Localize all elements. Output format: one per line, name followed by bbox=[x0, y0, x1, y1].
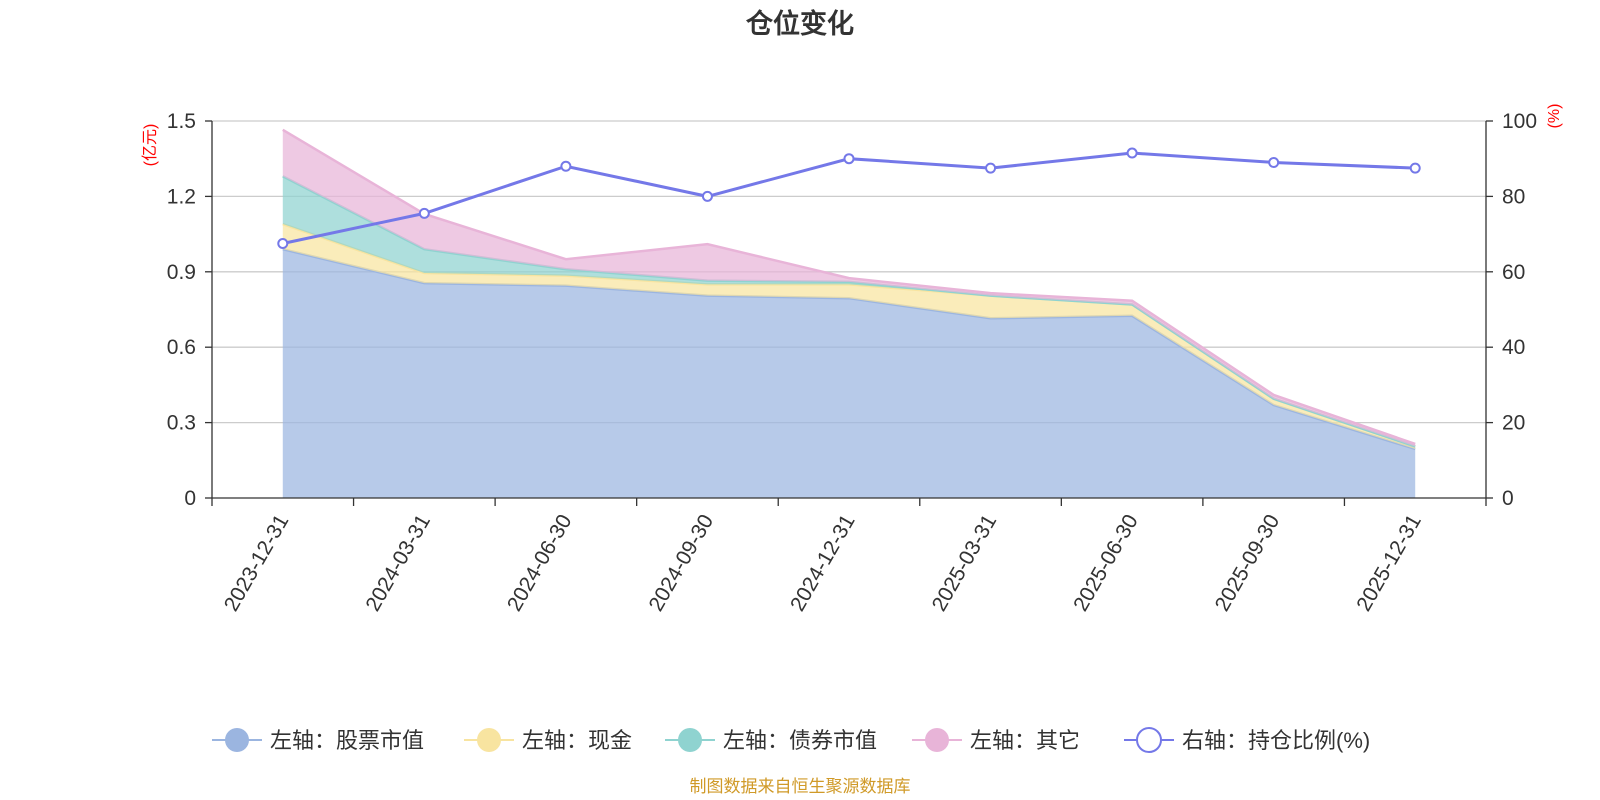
left-tick-label: 0.9 bbox=[167, 261, 196, 284]
legend-item[interactable]: 左轴：现金 bbox=[464, 728, 632, 753]
area-edge-左轴：其它 bbox=[282, 128, 1416, 446]
x-tick-label: 2025-09-30 bbox=[1211, 511, 1285, 616]
area-左轴：股票市值 bbox=[282, 249, 1416, 498]
legend-label: 左轴：股票市值 bbox=[270, 728, 424, 753]
legend-marker bbox=[678, 728, 702, 752]
ratio-point bbox=[985, 162, 997, 174]
legend-marker bbox=[925, 728, 949, 752]
legend-marker bbox=[477, 728, 501, 752]
x-tick-label: 2025-03-31 bbox=[928, 511, 1002, 616]
right-axis-unit: (%) bbox=[1546, 104, 1563, 129]
legend-marker bbox=[225, 728, 249, 752]
x-tick-label: 2025-12-31 bbox=[1352, 511, 1426, 616]
ratio-point bbox=[277, 238, 289, 250]
right-tick-label: 40 bbox=[1502, 336, 1525, 359]
x-tick-label: 2024-12-31 bbox=[786, 511, 860, 616]
area-左轴：现金 bbox=[282, 224, 1416, 449]
legend-label: 右轴：持仓比例(%) bbox=[1182, 728, 1370, 753]
legend-item[interactable]: 左轴：债券市值 bbox=[665, 728, 877, 753]
right-tick-label: 80 bbox=[1502, 185, 1525, 208]
ratio-point bbox=[560, 160, 572, 172]
x-tick-label: 2024-03-31 bbox=[361, 511, 435, 616]
ratio-point bbox=[1268, 156, 1280, 168]
ratio-point bbox=[418, 207, 430, 219]
source-note: 制图数据来自恒生聚源数据库 bbox=[690, 777, 911, 796]
legend-label: 左轴：其它 bbox=[970, 728, 1080, 753]
x-tick-label: 2025-06-30 bbox=[1069, 511, 1143, 616]
legend-label: 左轴：债券市值 bbox=[723, 728, 877, 753]
legend-marker bbox=[1136, 727, 1162, 753]
ratio-point bbox=[843, 153, 855, 165]
left-axis-unit: (亿元) bbox=[141, 124, 159, 167]
left-tick-label: 0.6 bbox=[167, 336, 196, 359]
left-tick-label: 1.2 bbox=[167, 185, 196, 208]
chart-title: 仓位变化 bbox=[745, 8, 854, 39]
holding-ratio-line bbox=[277, 147, 1421, 250]
x-tick-label: 2024-06-30 bbox=[503, 511, 577, 616]
legend[interactable]: 左轴：股票市值 左轴：现金 左轴：债券市值 左轴：其它 右轴：持仓比例(%) bbox=[212, 727, 1370, 753]
left-tick-label: 0 bbox=[184, 487, 196, 510]
right-tick-label: 100 bbox=[1502, 110, 1537, 133]
legend-label: 左轴：现金 bbox=[522, 728, 632, 753]
ratio-point bbox=[701, 190, 713, 202]
ratio-point bbox=[1409, 162, 1421, 174]
legend-item[interactable]: 右轴：持仓比例(%) bbox=[1124, 727, 1370, 753]
right-tick-label: 0 bbox=[1502, 487, 1514, 510]
x-tick-label: 2023-12-31 bbox=[220, 511, 294, 616]
right-tick-label: 60 bbox=[1502, 261, 1525, 284]
ratio-point bbox=[1126, 147, 1138, 159]
x-tick-label: 2024-09-30 bbox=[645, 511, 719, 616]
right-tick-label: 20 bbox=[1502, 412, 1525, 435]
left-tick-label: 1.5 bbox=[167, 110, 196, 133]
left-tick-label: 0.3 bbox=[167, 412, 196, 435]
legend-item[interactable]: 左轴：股票市值 bbox=[212, 728, 424, 753]
legend-item[interactable]: 左轴：其它 bbox=[912, 728, 1080, 753]
stacked-areas bbox=[282, 128, 1416, 498]
